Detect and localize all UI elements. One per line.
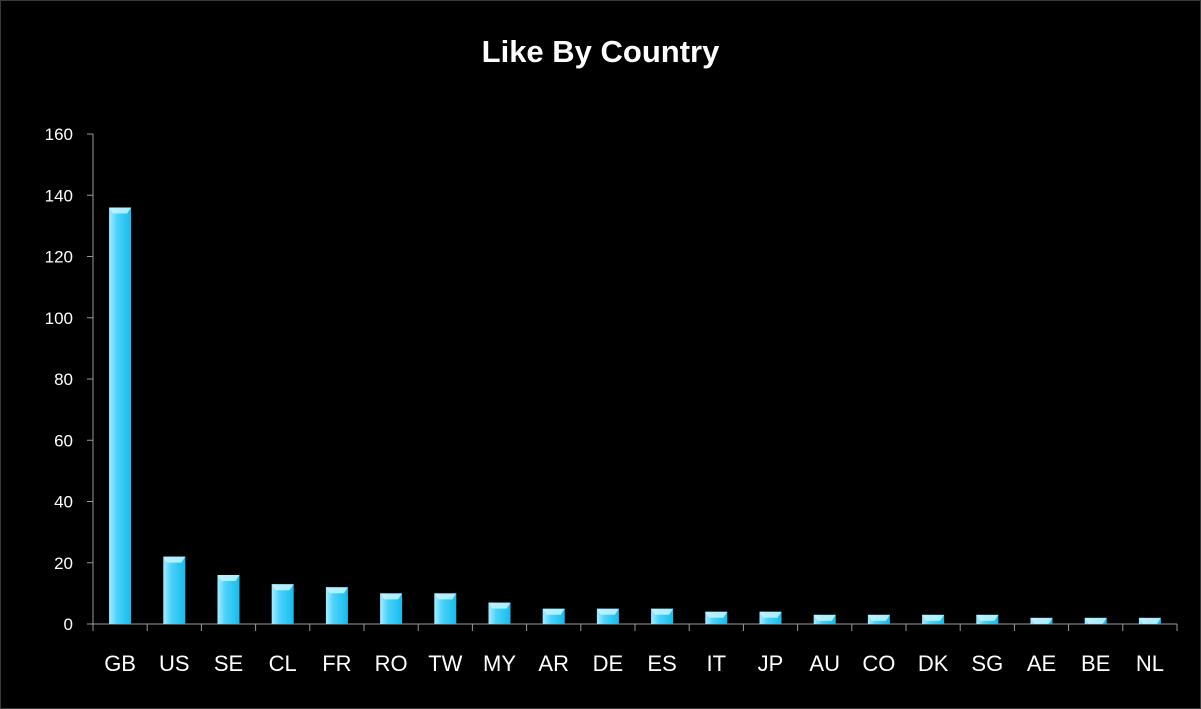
- bar-cap: [596, 608, 619, 615]
- y-tick-label: 160: [45, 125, 73, 144]
- bar-gb: [109, 207, 132, 624]
- bar-cap: [271, 584, 294, 591]
- x-tick-label-be: BE: [1081, 651, 1110, 676]
- x-axis: GB US SE CL FR RO TW MY AR DE ES IT JP AU CO DK SG AE BE NL: [92, 623, 1178, 676]
- chart-title: Like By Country: [481, 34, 720, 69]
- x-tick-label-dk: DK: [918, 651, 949, 676]
- x-tick-label-my: MY: [483, 651, 516, 676]
- x-tick-label-se: SE: [214, 651, 243, 676]
- bar-cap: [542, 608, 565, 615]
- y-tick-label: 100: [45, 309, 73, 328]
- x-tick-label-gb: GB: [104, 651, 136, 676]
- bar-cap: [867, 614, 890, 621]
- bar-cap: [163, 556, 186, 563]
- x-tick-label-tw: TW: [428, 651, 462, 676]
- y-tick-label: 0: [64, 615, 73, 634]
- bar-cap: [434, 593, 457, 600]
- x-tick-label-ar: AR: [538, 651, 569, 676]
- y-tick-label: 40: [54, 493, 73, 512]
- bar-cap: [759, 611, 782, 618]
- y-axis: 0 20 40 60 80 100 120 140 160: [45, 125, 94, 634]
- y-tick-label: 140: [45, 186, 73, 205]
- y-tick-label: 80: [54, 370, 73, 389]
- bar-cl: [271, 584, 294, 624]
- x-tick-label-jp: JP: [758, 651, 784, 676]
- bars: [109, 207, 1161, 624]
- bar-cap: [651, 608, 674, 615]
- x-tick-label-sg: SG: [971, 651, 1003, 676]
- bar-cap: [1084, 617, 1107, 624]
- x-tick-label-us: US: [159, 651, 190, 676]
- bar-cap: [217, 575, 240, 581]
- x-tick-label-de: DE: [593, 651, 624, 676]
- bar-cap: [813, 614, 836, 621]
- bar-us: [163, 556, 186, 624]
- bar-ro: [380, 593, 403, 624]
- bar-cap: [1030, 617, 1053, 624]
- bar-cap: [1138, 617, 1161, 624]
- x-tick-label-co: CO: [862, 651, 895, 676]
- x-tick-label-nl: NL: [1136, 651, 1164, 676]
- x-tick-label-es: ES: [647, 651, 676, 676]
- y-tick-label: 60: [54, 431, 73, 450]
- x-tick-label-au: AU: [809, 651, 840, 676]
- x-tick-label-ro: RO: [375, 651, 408, 676]
- y-tick-label: 20: [54, 554, 73, 573]
- bar-cap: [488, 602, 511, 609]
- bar-cap: [380, 593, 403, 600]
- x-tick-label-cl: CL: [269, 651, 297, 676]
- bar-tw: [434, 593, 457, 624]
- x-tick-label-ae: AE: [1027, 651, 1056, 676]
- x-tick-label-it: IT: [707, 651, 727, 676]
- bar-cap: [109, 207, 132, 214]
- bar-cap: [976, 614, 999, 621]
- bar-cap: [922, 614, 945, 621]
- x-tick-label-fr: FR: [322, 651, 351, 676]
- bar-cap: [705, 611, 728, 618]
- y-tick-label: 120: [45, 248, 73, 267]
- bar-se: [217, 575, 240, 624]
- bar-cap: [325, 587, 348, 594]
- bar-fr: [325, 587, 348, 624]
